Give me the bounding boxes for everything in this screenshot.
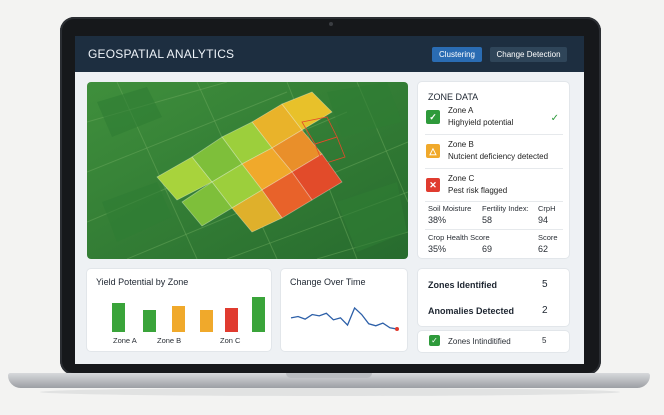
anomalies-detected-label: Anomalies Detected [428,306,515,316]
zones-summary-row[interactable]: ✓ Zones Intinditified 5 [418,331,569,352]
zone-row-a[interactable]: ✓ Zone A Highyield potential ✓ [425,104,563,130]
stats-card: Zones Identified 5 Anomalies Detected 2 [418,269,569,326]
yield-bar [225,308,238,332]
satellite-map[interactable] [87,82,408,259]
metric-label: Soil Moisture [428,204,472,213]
zone-data-panel: ZONE DATA ✓ Zone A Highyield potential ✓… [418,82,569,258]
change-chart-card: Change Over Time [281,269,407,351]
app-header: GEOSPATIAL ANALYTICS Clustering Change D… [75,36,584,72]
anomalies-detected-value: 2 [542,305,548,316]
warning-badge-icon: △ [426,144,440,158]
zone-row-c[interactable]: ✕ Zone C Pest risk flagged [425,172,563,198]
metric-label: Fertility Index: [482,204,529,213]
clustering-button[interactable]: Clustering [432,47,482,62]
zones-identified-value: 5 [542,279,548,290]
metric-value: 58 [482,215,493,225]
metric-value: 38% [428,215,447,225]
bar-label-zone-b: Zone B [157,336,182,345]
yield-bar [172,305,185,332]
zone-description: Highyield potential [448,118,514,127]
divider [425,229,563,230]
metric-value: 35% [428,244,447,254]
metric-label: Score [538,233,558,242]
zone-name: Zone C [448,174,475,183]
yield-bar [200,310,213,332]
zone-name: Zone B [448,140,474,149]
change-end-marker [395,327,399,332]
zone-description: Nutcient deficiency detected [448,152,549,161]
yield-chart-title: Yield Potential by Zone [96,277,189,287]
change-chart-title: Change Over Time [290,277,366,287]
zones-summary-label: Zones Intinditified [448,337,511,346]
zone-description: Pest risk flagged [448,186,508,195]
change-line-chart [290,306,399,332]
metric-label: CrpH [538,204,556,213]
metric-value: 94 [538,215,549,225]
alert-badge-icon: ✕ [426,178,440,192]
metric-label: Crop Health Score [428,233,490,242]
change-series-line [290,306,398,330]
laptop-notch [286,373,372,378]
laptop-base [8,373,650,388]
app-title: GEOSPATIAL ANALYTICS [88,47,235,61]
bar-label-zone-a: Zone A [113,336,137,345]
checkbox-icon[interactable]: ✓ [429,335,440,346]
yield-chart-card: Yield Potential by Zone Zone A Zone B Zo… [87,269,271,351]
laptop-shadow [40,388,620,396]
yield-bar [252,297,265,332]
check-icon: ✓ [550,113,559,124]
divider [425,168,563,169]
bar-label-zone-c: Zon C [220,336,241,345]
yield-bar [143,310,156,332]
zone-row-b[interactable]: △ Zone B Nutcient deficiency detected [425,138,563,164]
zone-data-title: ZONE DATA [428,92,479,102]
zone-name: Zone A [448,106,474,115]
change-detection-button[interactable]: Change Detection [490,47,567,62]
zones-summary-value: 5 [542,336,547,345]
divider [425,134,563,135]
camera-icon [328,22,333,26]
metric-value: 69 [482,244,493,254]
divider [425,201,563,202]
map-canvas[interactable] [87,82,408,259]
metric-value: 62 [538,244,549,254]
app-screen: GEOSPATIAL ANALYTICS Clustering Change D… [75,36,584,364]
check-badge-icon: ✓ [426,110,440,124]
zones-identified-label: Zones Identified [428,280,498,290]
yield-bar [112,303,125,332]
